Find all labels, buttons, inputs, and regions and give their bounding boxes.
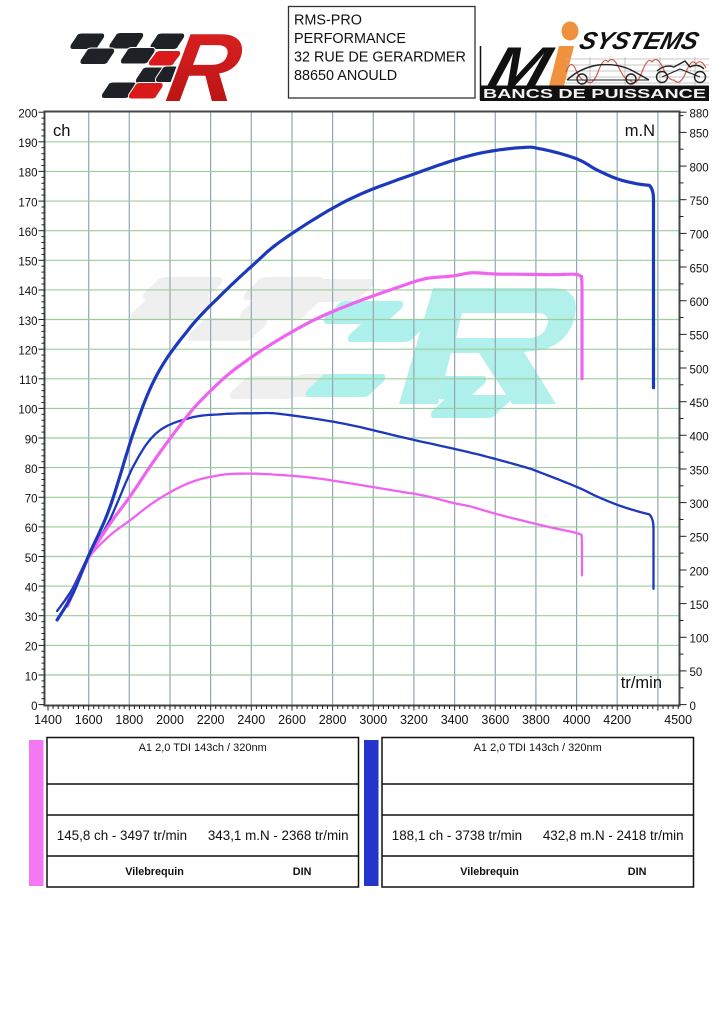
svg-text:2800: 2800 (319, 713, 347, 727)
svg-text:10: 10 (25, 671, 38, 683)
svg-text:343,1 m.N - 2368 tr/min: 343,1 m.N - 2368 tr/min (208, 828, 349, 843)
svg-text:500: 500 (690, 364, 709, 376)
svg-text:BANCS DE PUISSANCE: BANCS DE PUISSANCE (483, 86, 706, 101)
svg-text:200: 200 (18, 109, 37, 121)
svg-text:4200: 4200 (603, 713, 631, 727)
svg-text:550: 550 (690, 331, 709, 343)
svg-text:DIN: DIN (628, 866, 647, 878)
svg-text:2400: 2400 (237, 713, 265, 727)
svg-text:Vilebrequin: Vilebrequin (460, 866, 519, 878)
svg-text:750: 750 (690, 196, 709, 208)
svg-text:RMS-PRO: RMS-PRO (294, 13, 362, 29)
svg-text:188,1 ch - 3738 tr/min: 188,1 ch - 3738 tr/min (392, 828, 522, 843)
svg-text:145,8 ch - 3497 tr/min: 145,8 ch - 3497 tr/min (57, 828, 187, 843)
svg-text:1400: 1400 (34, 713, 62, 727)
svg-text:650: 650 (690, 263, 709, 275)
svg-text:1600: 1600 (75, 713, 103, 727)
svg-text:3400: 3400 (441, 713, 469, 727)
svg-text:2000: 2000 (156, 713, 184, 727)
svg-text:3000: 3000 (359, 713, 387, 727)
svg-text:200: 200 (690, 566, 709, 578)
svg-text:88650 ANOULD: 88650 ANOULD (294, 68, 397, 84)
svg-text:90: 90 (25, 434, 38, 446)
svg-text:400: 400 (690, 432, 709, 444)
svg-text:40: 40 (25, 582, 38, 594)
svg-text:432,8 m.N - 2418 tr/min: 432,8 m.N - 2418 tr/min (543, 828, 684, 843)
svg-text:PERFORMANCE: PERFORMANCE (294, 31, 406, 47)
svg-text:850: 850 (690, 129, 709, 141)
svg-text:350: 350 (690, 465, 709, 477)
svg-text:190: 190 (18, 138, 37, 150)
svg-text:300: 300 (690, 499, 709, 511)
svg-text:20: 20 (25, 642, 38, 654)
svg-text:4500: 4500 (664, 713, 692, 727)
svg-text:0: 0 (31, 701, 37, 713)
svg-text:3600: 3600 (481, 713, 509, 727)
svg-text:600: 600 (690, 297, 709, 309)
svg-text:70: 70 (25, 494, 38, 506)
svg-text:180: 180 (18, 168, 37, 180)
svg-text:DIN: DIN (293, 866, 312, 878)
svg-text:140: 140 (18, 286, 37, 298)
svg-text:150: 150 (690, 600, 709, 612)
svg-text:700: 700 (690, 230, 709, 242)
svg-text:2600: 2600 (278, 713, 306, 727)
svg-text:2200: 2200 (197, 713, 225, 727)
svg-text:32 RUE DE GERARDMER: 32 RUE DE GERARDMER (294, 50, 466, 66)
svg-text:100: 100 (690, 634, 709, 646)
svg-text:880: 880 (690, 109, 709, 121)
svg-text:450: 450 (690, 398, 709, 410)
svg-text:tr/min: tr/min (621, 674, 662, 692)
svg-text:800: 800 (690, 162, 709, 174)
svg-text:100: 100 (18, 405, 37, 417)
svg-text:50: 50 (690, 667, 703, 679)
svg-text:30: 30 (25, 612, 38, 624)
svg-text:m.N: m.N (625, 122, 655, 140)
svg-text:120: 120 (18, 346, 37, 358)
svg-text:50: 50 (25, 553, 38, 565)
svg-text:ch: ch (53, 122, 70, 140)
svg-text:60: 60 (25, 523, 38, 535)
svg-text:80: 80 (25, 464, 38, 476)
svg-text:3200: 3200 (400, 713, 428, 727)
svg-text:110: 110 (19, 375, 37, 387)
svg-text:150: 150 (18, 257, 37, 269)
svg-text:130: 130 (18, 316, 37, 328)
svg-text:3800: 3800 (522, 713, 550, 727)
svg-text:4000: 4000 (563, 713, 591, 727)
svg-text:0: 0 (690, 701, 696, 713)
svg-text:A1 2,0 TDI 143ch / 320nm: A1 2,0 TDI 143ch / 320nm (139, 742, 267, 754)
svg-text:250: 250 (690, 533, 709, 545)
svg-text:160: 160 (18, 227, 37, 239)
svg-text:1800: 1800 (115, 713, 143, 727)
svg-text:Vilebrequin: Vilebrequin (125, 866, 184, 878)
svg-text:A1 2,0 TDI 143ch / 320nm: A1 2,0 TDI 143ch / 320nm (474, 742, 602, 754)
svg-text:170: 170 (18, 197, 37, 209)
svg-text:SYSTEMS: SYSTEMS (576, 27, 702, 54)
